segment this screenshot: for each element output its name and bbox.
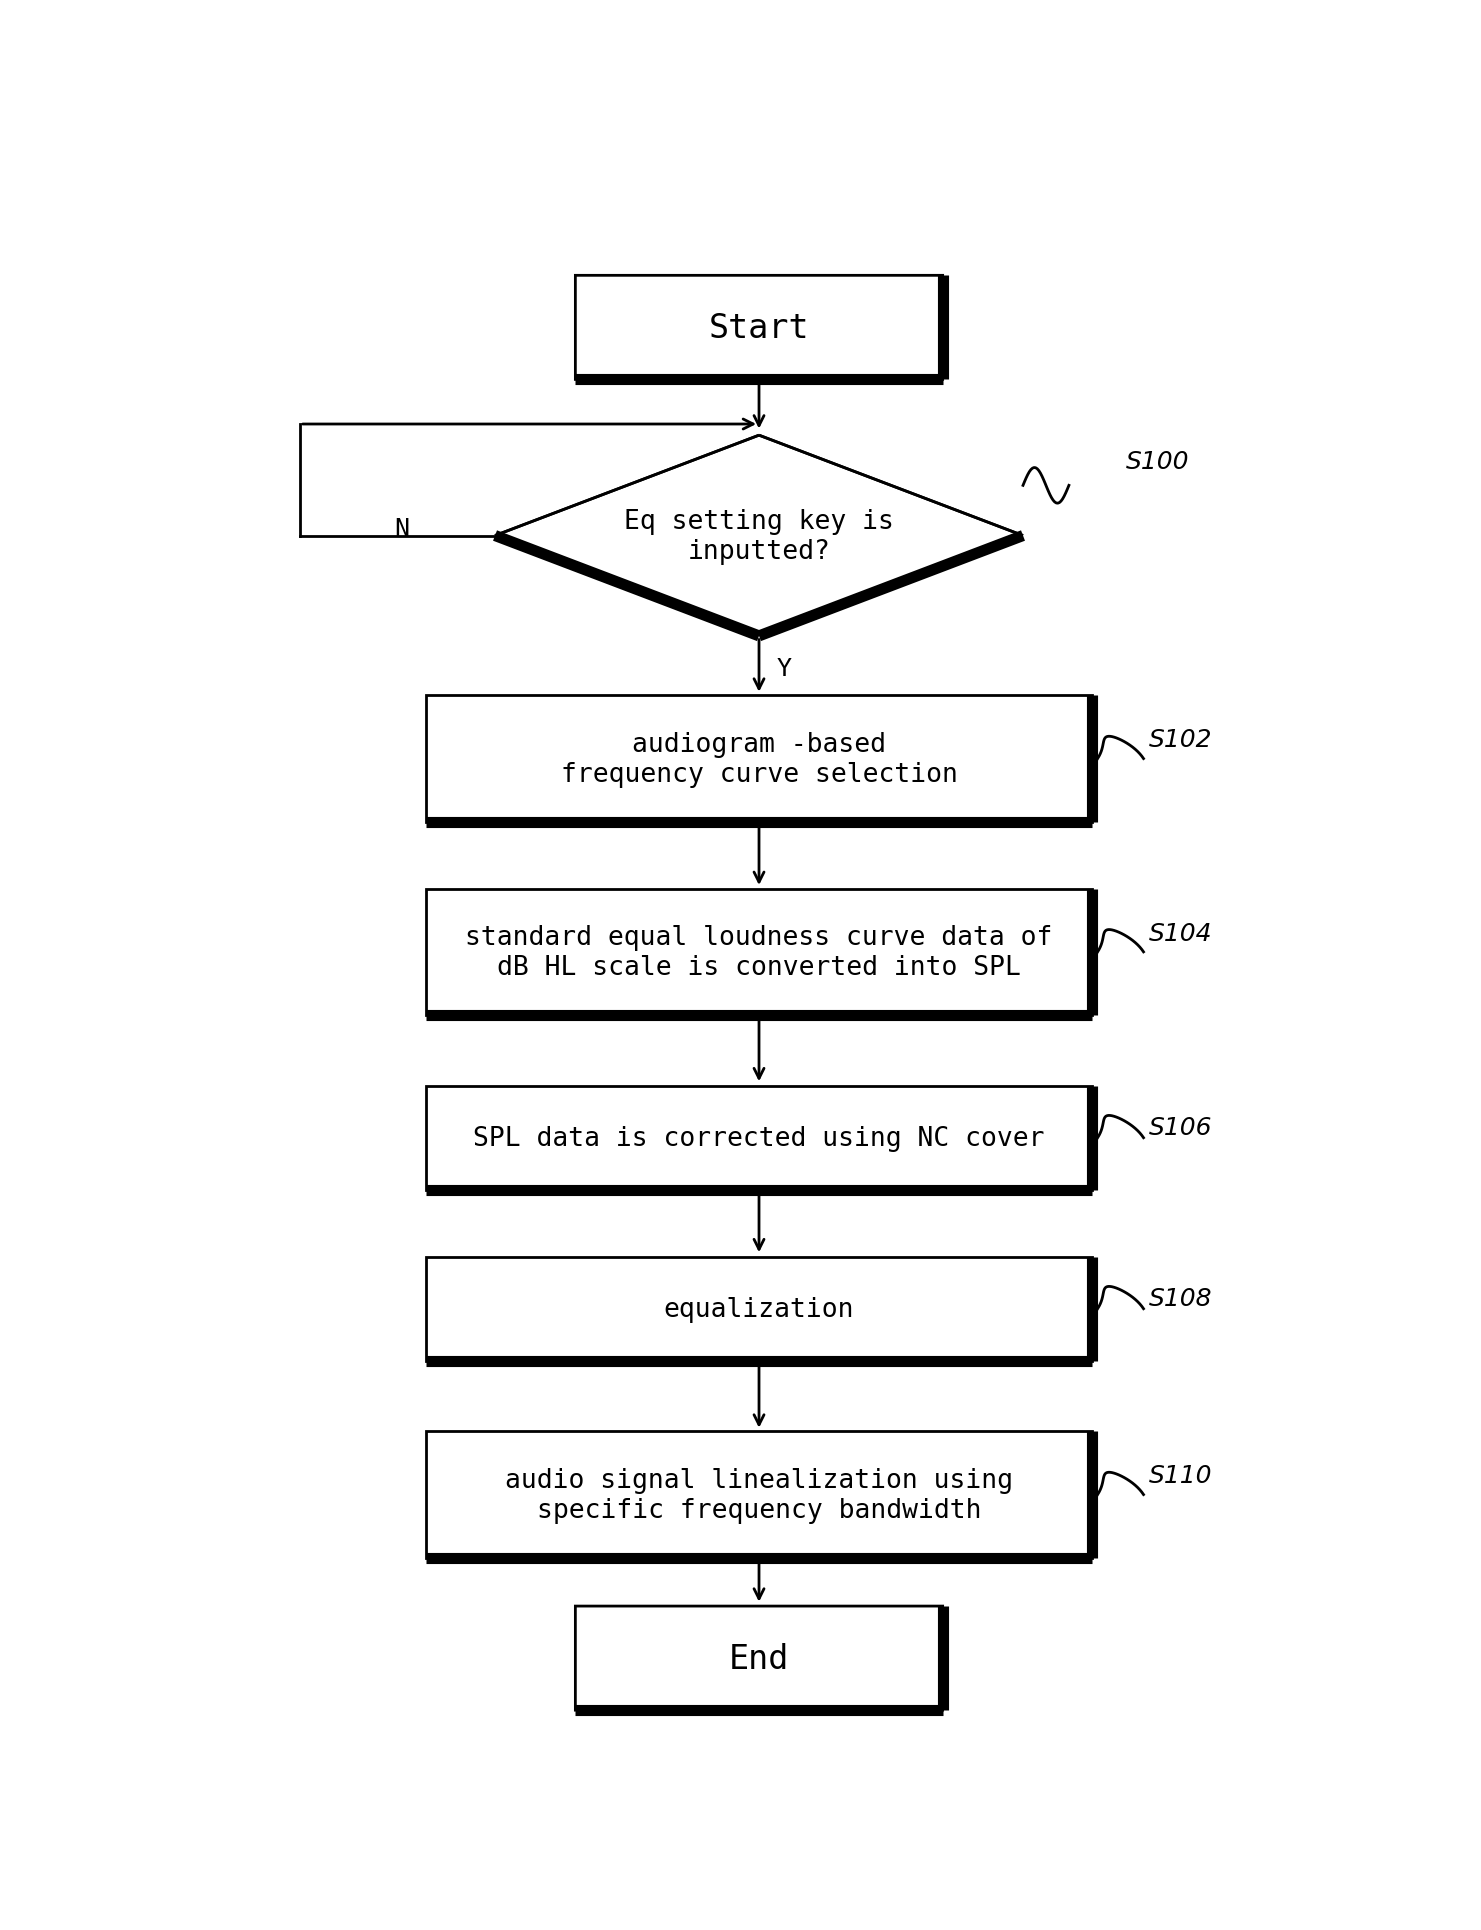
Bar	[427, 697, 1091, 822]
Bar	[427, 1087, 1091, 1191]
Bar	[427, 1432, 1091, 1558]
FancyBboxPatch shape	[576, 1606, 942, 1710]
Text: Y: Y	[776, 656, 791, 681]
Text: N: N	[394, 517, 409, 540]
Text: Eq setting key is
inputted?: Eq setting key is inputted?	[624, 508, 895, 564]
Text: audio signal linealization using
specific frequency bandwidth: audio signal linealization using specifi…	[505, 1467, 1013, 1523]
Text: Start: Start	[709, 313, 809, 345]
Text: S104: S104	[1149, 921, 1213, 946]
Text: S106: S106	[1149, 1116, 1213, 1141]
Text: S100: S100	[1127, 450, 1189, 475]
Text: S108: S108	[1149, 1287, 1213, 1310]
Text: S110: S110	[1149, 1463, 1213, 1488]
Text: equalization: equalization	[663, 1297, 855, 1322]
Text: audiogram -based
frequency curve selection: audiogram -based frequency curve selecti…	[561, 731, 957, 787]
Bar	[427, 1256, 1091, 1361]
Polygon shape	[495, 436, 1023, 637]
FancyBboxPatch shape	[541, 1561, 977, 1754]
Text: standard equal loudness curve data of
dB HL scale is converted into SPL: standard equal loudness curve data of dB…	[465, 924, 1053, 980]
FancyBboxPatch shape	[541, 232, 977, 425]
Bar	[427, 890, 1091, 1015]
Text: End: End	[729, 1642, 789, 1675]
Text: SPL data is corrected using NC cover: SPL data is corrected using NC cover	[474, 1125, 1044, 1150]
Text: S102: S102	[1149, 728, 1213, 753]
FancyBboxPatch shape	[576, 276, 942, 380]
